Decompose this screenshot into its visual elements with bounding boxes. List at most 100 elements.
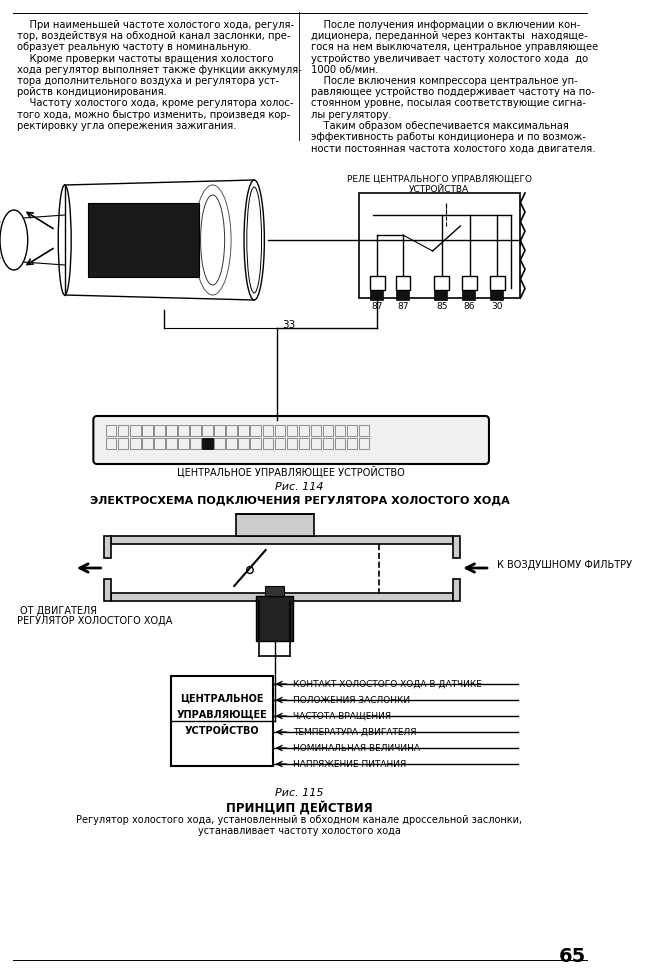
- Text: УПРАВЛЯЮЩЕЕ: УПРАВЛЯЮЩЕЕ: [177, 710, 267, 720]
- Bar: [118, 425, 129, 436]
- Bar: [88, 203, 199, 277]
- Bar: [178, 438, 189, 449]
- Text: После включения компрессора центральное уп-: После включения компрессора центральное …: [311, 76, 578, 86]
- Bar: [130, 425, 140, 436]
- Text: Частоту холостого хода, кроме регулятора холос-: Частоту холостого хода, кроме регулятора…: [17, 98, 293, 109]
- Bar: [275, 425, 285, 436]
- Text: УСТРОЙСТВА: УСТРОЙСТВА: [409, 185, 469, 194]
- Text: лы регулятору.: лы регулятору.: [311, 110, 391, 120]
- Bar: [462, 290, 475, 300]
- Text: 65: 65: [559, 947, 587, 966]
- Bar: [490, 290, 503, 300]
- Text: того хода, можно быстро изменить, произведя кор-: того хода, можно быстро изменить, произв…: [17, 110, 290, 120]
- Bar: [166, 425, 177, 436]
- Bar: [202, 438, 213, 449]
- Bar: [490, 276, 505, 290]
- Bar: [190, 425, 201, 436]
- Bar: [299, 438, 309, 449]
- Text: ройств кондиционирования.: ройств кондиционирования.: [17, 87, 167, 97]
- Text: 87: 87: [371, 302, 383, 311]
- Text: ПРИНЦИП ДЕЙСТВИЯ: ПРИНЦИП ДЕЙСТВИЯ: [226, 801, 373, 815]
- Bar: [104, 536, 111, 558]
- Text: ЧАСТОТА ВРАЩЕНИЯ: ЧАСТОТА ВРАЩЕНИЯ: [293, 712, 391, 720]
- Bar: [154, 438, 165, 449]
- Text: 85: 85: [436, 302, 448, 311]
- Bar: [347, 425, 357, 436]
- Text: УСТРОЙСТВО: УСТРОЙСТВО: [184, 726, 259, 736]
- Text: НАПРЯЖЕНИЕ ПИТАНИЯ: НАПРЯЖЕНИЕ ПИТАНИЯ: [293, 759, 406, 769]
- Text: тора дополнительного воздуха и регулятора уст-: тора дополнительного воздуха и регулятор…: [17, 76, 279, 86]
- Bar: [287, 438, 297, 449]
- Bar: [359, 438, 369, 449]
- Bar: [287, 425, 297, 436]
- Text: гося на нем выключателя, центральное управляющее: гося на нем выключателя, центральное упр…: [311, 43, 598, 52]
- Bar: [311, 425, 321, 436]
- Bar: [227, 438, 237, 449]
- Bar: [299, 425, 309, 436]
- Circle shape: [247, 567, 253, 573]
- Bar: [434, 290, 447, 300]
- Text: 86: 86: [464, 302, 475, 311]
- Bar: [106, 438, 116, 449]
- Text: ПОЛОЖЕНИЯ ЗАСЛОНКИ: ПОЛОЖЕНИЯ ЗАСЛОНКИ: [293, 696, 410, 705]
- Text: ЭЛЕКТРОСХЕМА ПОДКЛЮЧЕНИЯ РЕГУЛЯТОРА ХОЛОСТОГО ХОДА: ЭЛЕКТРОСХЕМА ПОДКЛЮЧЕНИЯ РЕГУЛЯТОРА ХОЛО…: [90, 495, 509, 505]
- Text: ОТ ДВИГАТЕЛЯ: ОТ ДВИГАТЕЛЯ: [20, 606, 97, 616]
- Bar: [106, 425, 116, 436]
- Bar: [251, 438, 261, 449]
- Bar: [214, 425, 225, 436]
- Bar: [335, 425, 345, 436]
- Text: 30: 30: [491, 302, 503, 311]
- Bar: [104, 579, 111, 601]
- Bar: [238, 438, 249, 449]
- Bar: [262, 438, 273, 449]
- Text: эффективность работы кондиционера и по возмож-: эффективность работы кондиционера и по в…: [311, 132, 585, 142]
- Bar: [202, 438, 213, 449]
- Bar: [462, 276, 477, 290]
- Text: После получения информации о включении кон-: После получения информации о включении к…: [311, 20, 580, 30]
- Bar: [227, 425, 237, 436]
- FancyBboxPatch shape: [93, 416, 489, 464]
- Text: ЦЕНТРАЛЬНОЕ УПРАВЛЯЮЩЕЕ УСТРОЙСТВО: ЦЕНТРАЛЬНОЕ УПРАВЛЯЮЩЕЕ УСТРОЙСТВО: [177, 466, 405, 477]
- Bar: [256, 596, 293, 641]
- Bar: [359, 425, 369, 436]
- Bar: [142, 438, 153, 449]
- Text: диционера, переданной через контакты  находяще-: диционера, переданной через контакты нах…: [311, 31, 587, 41]
- Bar: [453, 536, 460, 558]
- Bar: [453, 579, 460, 601]
- Bar: [359, 193, 520, 298]
- Text: Рис. 114: Рис. 114: [275, 482, 324, 492]
- Text: Таким образом обеспечивается максимальная: Таким образом обеспечивается максимальна…: [311, 121, 569, 131]
- Bar: [347, 438, 357, 449]
- Bar: [370, 290, 383, 300]
- Bar: [335, 438, 345, 449]
- Text: тор, воздействуя на обходной канал заслонки, пре-: тор, воздействуя на обходной канал засло…: [17, 31, 290, 41]
- Bar: [166, 438, 177, 449]
- Bar: [262, 425, 273, 436]
- Bar: [238, 425, 249, 436]
- Bar: [111, 536, 453, 544]
- Bar: [214, 438, 225, 449]
- Bar: [142, 425, 153, 436]
- Bar: [434, 276, 449, 290]
- Bar: [154, 425, 165, 436]
- Text: 87: 87: [397, 302, 409, 311]
- Text: НОМИНАЛЬНАЯ ВЕЛИЧИНА: НОМИНАЛЬНАЯ ВЕЛИЧИНА: [293, 744, 420, 752]
- Bar: [311, 438, 321, 449]
- Text: КОНТАКТ ХОЛОСТОГО ХОДА В ДАТЧИКЕ: КОНТАКТ ХОЛОСТОГО ХОДА В ДАТЧИКЕ: [293, 679, 482, 688]
- Text: ЦЕНТРАЛЬНОЕ: ЦЕНТРАЛЬНОЕ: [180, 694, 263, 704]
- Bar: [118, 438, 129, 449]
- Text: равляющее устройство поддерживает частоту на по-: равляющее устройство поддерживает частот…: [311, 87, 594, 97]
- Text: Кроме проверки частоты вращения холостого: Кроме проверки частоты вращения холостог…: [17, 53, 273, 63]
- Bar: [396, 276, 410, 290]
- Bar: [202, 425, 213, 436]
- Bar: [323, 425, 333, 436]
- Text: образует реальную частоту в номинальную.: образует реальную частоту в номинальную.: [17, 43, 251, 52]
- Bar: [190, 438, 201, 449]
- Text: хода регулятор выполняет также функции аккумуля-: хода регулятор выполняет также функции а…: [17, 65, 302, 75]
- Text: ректировку угла опережения зажигания.: ректировку угла опережения зажигания.: [17, 121, 236, 131]
- Text: К ВОЗДУШНОМУ ФИЛЬТРУ: К ВОЗДУШНОМУ ФИЛЬТРУ: [497, 560, 632, 570]
- Text: РЕЛЕ ЦЕНТРАЛЬНОГО УПРАВЛЯЮЩЕГО: РЕЛЕ ЦЕНТРАЛЬНОГО УПРАВЛЯЮЩЕГО: [347, 175, 532, 184]
- Text: устройство увеличивает частоту холостого хода  до: устройство увеличивает частоту холостого…: [311, 53, 588, 63]
- Bar: [323, 438, 333, 449]
- Text: 1000 об/мин.: 1000 об/мин.: [311, 65, 378, 75]
